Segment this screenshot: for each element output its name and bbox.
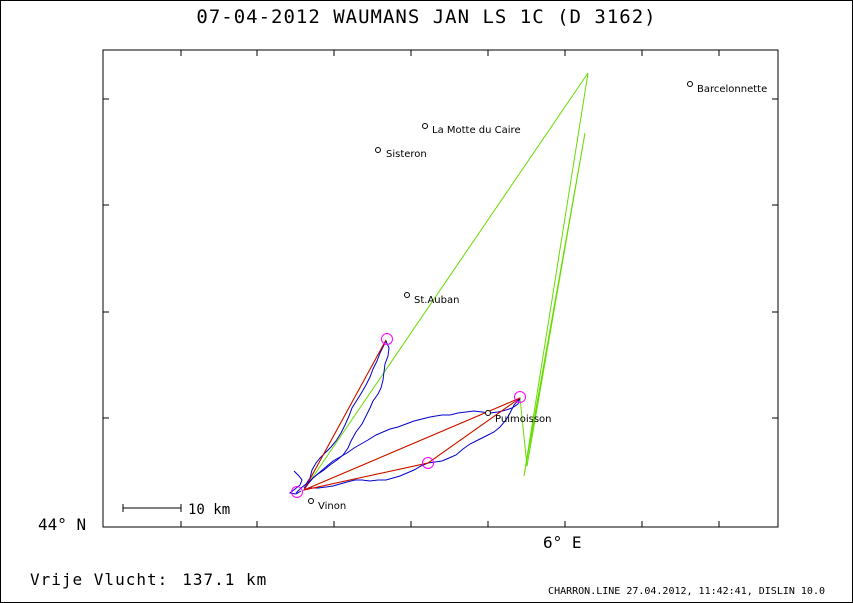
turnpoints bbox=[291, 333, 526, 498]
town-marker-barcelonnette bbox=[687, 81, 693, 87]
axis-ticks bbox=[103, 50, 778, 527]
town-marker-st-auban bbox=[404, 292, 410, 298]
town-label-barcelonnette: Barcelonnette bbox=[697, 84, 767, 95]
longitude-axis-label: 6° E bbox=[543, 533, 582, 552]
scale-bar bbox=[122, 504, 182, 512]
town-marker-la-motte-du-caire bbox=[422, 123, 428, 129]
town-label-la-motte-du-caire: La Motte du Caire bbox=[432, 125, 521, 136]
distance-readout: Vrije Vlucht: 137.1 km bbox=[30, 570, 281, 589]
turnpoint-2 bbox=[514, 391, 526, 403]
town-label-sisteron: Sisteron bbox=[386, 149, 427, 160]
town-markers bbox=[308, 81, 693, 504]
town-labels: Barcelonnette La Motte du Caire Sisteron… bbox=[318, 84, 767, 512]
town-label-puimoisson: Puimoisson bbox=[495, 414, 551, 425]
start-point bbox=[291, 486, 303, 498]
scale-bar-label: 10 km bbox=[188, 502, 230, 518]
distance-label: Vrije Vlucht: bbox=[30, 570, 169, 589]
task-legs bbox=[302, 339, 521, 492]
gps-track bbox=[288, 339, 521, 495]
plot-border bbox=[102, 49, 779, 528]
flight-title: 07-04-2012 WAUMANS JAN LS 1C (D 3162) bbox=[196, 6, 657, 28]
turnpoint-3 bbox=[422, 457, 434, 469]
latitude-axis-label: 44° N bbox=[38, 515, 87, 534]
town-label-st-auban: St.Auban bbox=[414, 295, 459, 306]
town-label-vinon: Vinon bbox=[318, 501, 346, 512]
town-marker-sisteron bbox=[375, 147, 381, 153]
turnpoint-1 bbox=[381, 333, 393, 345]
footer-info: CHARRON.LINE 27.04.2012, 11:42:41, DISLI… bbox=[548, 586, 825, 597]
distance-value: 137.1 km bbox=[182, 570, 268, 589]
town-marker-vinon bbox=[308, 498, 314, 504]
town-marker-puimoisson bbox=[485, 410, 491, 416]
